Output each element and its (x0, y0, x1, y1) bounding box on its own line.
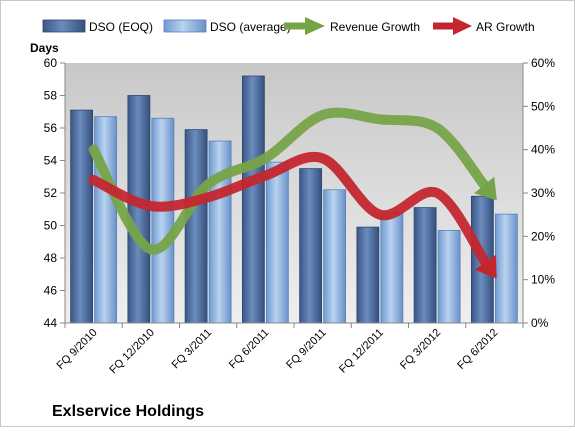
bar-dso-average (494, 213, 518, 324)
legend-item-dso-average: DSO (average) (163, 19, 291, 34)
legend-arrowhead-revenue-growth (305, 17, 325, 35)
right-tick-label: 50% (531, 99, 555, 113)
legend: DSO (EOQ) DSO (average) Revenue Growth A… (42, 17, 535, 35)
bar-dso-eoq (413, 207, 437, 324)
bar-dso-average (380, 212, 404, 324)
chart-title: Exlservice Holdings (52, 403, 204, 420)
legend-label-revenue-growth: Revenue Growth (330, 20, 420, 34)
x-axis-category-labels: FQ 9/2010 FQ 12/2010 FQ 3/2011 FQ 6/2011 FQ … (55, 327, 501, 377)
right-axis-ticks: 0% 10% 20% 30% 40% 50% 60% (64, 56, 555, 330)
right-tick-label: 40% (531, 143, 555, 157)
bar-dso-average (265, 161, 289, 324)
bar-dso-average (323, 189, 347, 324)
revenue-growth-arrowhead (474, 176, 497, 201)
legend-item-dso-eoq: DSO (EOQ) (42, 19, 153, 34)
left-tick-label: 54 (44, 154, 58, 168)
x-category-label: FQ 12/2011 (337, 327, 386, 376)
right-tick-label: 30% (531, 186, 555, 200)
x-category-label: FQ 12/2010 (107, 327, 157, 377)
y-axis-title: Days (30, 41, 59, 55)
left-tick-label: 48 (44, 251, 58, 265)
legend-swatch-dso-average (163, 19, 207, 33)
legend-item-revenue-growth: Revenue Growth (284, 17, 420, 35)
bar-dso-eoq (70, 109, 94, 324)
bar-dso-eoq (241, 75, 265, 324)
legend-label-dso-average: DSO (average) (210, 20, 291, 34)
ar-growth-arrowhead (474, 254, 497, 279)
ar-growth-line (88, 152, 491, 268)
left-tick-label: 46 (44, 284, 58, 298)
left-tick-label: 60 (44, 56, 58, 70)
legend-swatch-dso-eoq (42, 19, 86, 33)
x-category-label: FQ 3/2011 (170, 327, 215, 372)
left-tick-label: 58 (44, 89, 58, 103)
left-tick-label: 50 (44, 219, 58, 233)
x-category-label: FQ 3/2012 (398, 327, 443, 372)
right-tick-label: 10% (531, 273, 555, 287)
bar-dso-eoq (184, 129, 208, 324)
right-tick-label: 60% (531, 56, 555, 70)
bar-dso-average (151, 117, 175, 324)
revenue-growth-line (88, 107, 490, 255)
legend-arrowhead-ar-growth (453, 17, 472, 35)
x-category-label: FQ 9/2010 (55, 327, 100, 372)
legend-label-dso-eoq: DSO (EOQ) (89, 20, 153, 34)
legend-item-ar-growth: AR Growth (433, 17, 535, 35)
x-category-label: FQ 6/2012 (455, 327, 500, 372)
right-tick-label: 20% (531, 229, 555, 243)
right-tick-label: 0% (531, 316, 549, 330)
x-category-label: FQ 9/2011 (284, 327, 329, 372)
x-category-label: FQ 6/2011 (227, 327, 272, 372)
bar-dso-eoq (356, 226, 380, 324)
bar-dso-eoq (299, 168, 323, 324)
legend-label-ar-growth: AR Growth (476, 20, 535, 34)
left-axis-ticks: 44 46 48 50 52 54 56 58 60 (44, 56, 65, 330)
left-tick-label: 52 (44, 186, 58, 200)
bar-dso-average (437, 229, 461, 324)
left-tick-label: 56 (44, 121, 58, 135)
growth-lines (88, 107, 497, 279)
left-tick-label: 44 (44, 316, 58, 330)
